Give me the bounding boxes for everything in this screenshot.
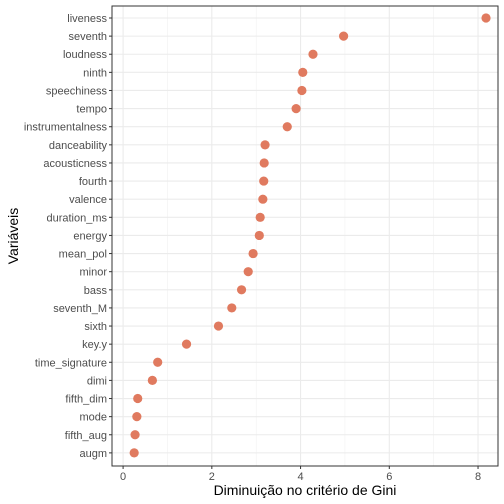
data-point [308,49,318,59]
data-point [129,448,139,458]
data-point [291,104,301,114]
data-point [259,158,269,168]
x-tick-labels: 0 2 4 6 8 [120,466,481,483]
y-tick-label: duration_ms [46,212,107,224]
x-tick-label: 8 [475,471,481,483]
data-point [258,194,268,204]
y-tick-label: seventh [68,31,107,43]
data-point [255,212,265,222]
y-tick-label: acousticness [43,158,107,170]
data-point [130,430,140,440]
y-tick-label: mode [79,412,107,424]
data-point [481,13,491,23]
y-tick-label: dimi [87,375,107,387]
y-axis-title: Variáveis [5,208,21,265]
data-point [339,31,349,41]
data-point [248,248,258,259]
y-tick-label: ninth [83,67,107,79]
data-point [133,393,143,404]
grid [112,6,498,466]
data-point [227,303,237,313]
y-tick-label: instrumentalness [24,122,108,134]
y-tick-label: valence [69,194,107,206]
y-tick-label: time_signature [35,357,107,369]
data-point [147,375,157,385]
y-tick-label: minor [79,267,107,279]
y-tick-label: fifth_aug [65,430,107,442]
x-tick-label: 0 [120,471,126,483]
data-point [259,176,269,186]
data-point [213,321,224,331]
data-point [181,339,192,349]
y-tick-label: speechiness [46,85,108,97]
y-tick-label: augm [79,448,107,460]
y-tick-label: energy [73,230,107,242]
y-tick-label: fourth [79,176,107,188]
y-tick-labels: liveness seventh loudness ninth speechiness t… [24,13,112,460]
y-tick-label: key.y [82,339,107,351]
data-point [243,267,253,277]
points [129,13,491,458]
y-tick-label: sixth [84,321,107,333]
data-point [282,122,292,132]
y-tick-label: mean_pol [59,249,107,261]
x-tick-label: 4 [298,471,304,483]
data-point [153,357,163,367]
data-point [298,67,308,77]
y-tick-label: danceability [49,140,108,152]
data-point [297,85,307,96]
data-point [260,140,270,150]
x-tick-label: 2 [209,471,215,483]
y-tick-label: fifth_dim [65,394,107,406]
panel-border [111,5,499,467]
y-tick-label: seventh_M [53,303,107,315]
y-tick-label: tempo [76,104,107,116]
x-tick-label: 6 [386,471,392,483]
y-tick-label: loudness [63,49,108,61]
y-tick-label: bass [84,285,108,297]
data-point [254,230,264,241]
y-tick-label: liveness [67,13,107,25]
x-axis-title: Diminuição no critério de Gini [214,482,397,498]
data-point [132,412,142,422]
data-point [236,285,247,295]
